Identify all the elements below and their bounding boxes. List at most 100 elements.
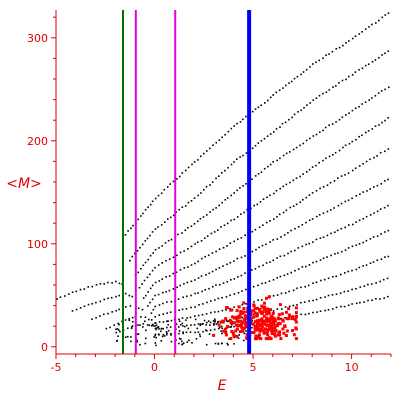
black-dot bbox=[179, 251, 182, 254]
red-point bbox=[273, 333, 277, 336]
black-dot bbox=[170, 238, 173, 241]
red-point bbox=[265, 331, 269, 335]
black-dot bbox=[214, 318, 216, 321]
black-dot bbox=[354, 107, 357, 110]
black-dot bbox=[184, 229, 187, 231]
red-point bbox=[267, 317, 271, 321]
black-dot bbox=[157, 194, 160, 197]
black-dot bbox=[236, 122, 238, 125]
black-dot bbox=[128, 319, 131, 322]
black-dot bbox=[337, 252, 339, 254]
red-point bbox=[294, 337, 298, 341]
black-dot bbox=[204, 329, 207, 331]
black-dot bbox=[194, 292, 196, 295]
black-dot bbox=[142, 297, 145, 299]
black-dot bbox=[347, 247, 350, 249]
black-dot bbox=[309, 66, 311, 68]
black-dot bbox=[212, 144, 214, 146]
black-dot bbox=[226, 320, 228, 323]
black-dot bbox=[221, 136, 223, 139]
black-dot bbox=[260, 299, 263, 301]
black-dot bbox=[244, 255, 246, 257]
black-dot bbox=[220, 342, 223, 345]
black-dot bbox=[209, 147, 211, 150]
black-dot bbox=[276, 277, 278, 279]
black-dot bbox=[292, 289, 295, 292]
black-dot bbox=[338, 82, 340, 84]
black-dot bbox=[210, 300, 212, 302]
black-dot bbox=[326, 184, 329, 186]
black-dot bbox=[242, 154, 244, 157]
black-dot bbox=[172, 180, 175, 183]
black-dot bbox=[186, 324, 188, 327]
red-point bbox=[225, 306, 229, 309]
vertical-lines bbox=[122, 10, 252, 354]
black-dot bbox=[312, 311, 314, 314]
black-dot bbox=[376, 184, 379, 187]
red-point bbox=[268, 325, 272, 329]
black-dot bbox=[272, 310, 275, 312]
black-dot bbox=[358, 33, 361, 35]
black-dot bbox=[295, 203, 298, 206]
black-dot bbox=[258, 246, 260, 249]
black-dot bbox=[220, 325, 223, 328]
black-dot bbox=[146, 237, 149, 240]
black-dot bbox=[309, 102, 311, 104]
black-dot bbox=[272, 295, 275, 297]
black-dot bbox=[224, 133, 226, 136]
black-dot bbox=[161, 335, 164, 338]
black-dot bbox=[176, 286, 178, 289]
black-dot bbox=[273, 192, 275, 195]
black-dot bbox=[203, 319, 206, 322]
black-dot bbox=[168, 258, 171, 260]
black-dot bbox=[241, 316, 244, 319]
red-point bbox=[281, 318, 285, 322]
black-dot bbox=[365, 215, 368, 218]
black-dot bbox=[344, 200, 347, 203]
black-dot bbox=[219, 326, 221, 329]
black-dot bbox=[292, 315, 295, 318]
black-dot bbox=[205, 313, 208, 315]
black-dot bbox=[166, 326, 168, 329]
black-dot bbox=[158, 321, 161, 323]
black-dot bbox=[236, 158, 238, 160]
black-dot bbox=[186, 341, 189, 343]
black-dot bbox=[318, 214, 321, 216]
black-dot bbox=[187, 201, 190, 204]
black-dot bbox=[218, 139, 221, 141]
black-dot bbox=[279, 157, 281, 160]
black-dot bbox=[131, 325, 134, 327]
red-point bbox=[224, 331, 228, 334]
black-dot bbox=[281, 308, 283, 310]
red-point bbox=[273, 326, 277, 330]
black-dot bbox=[294, 269, 296, 272]
red-point bbox=[293, 318, 297, 321]
black-dot bbox=[379, 151, 382, 154]
black-dot bbox=[369, 262, 372, 264]
black-dot bbox=[371, 23, 373, 26]
black-dot bbox=[351, 109, 354, 112]
y-tick-label: 0 bbox=[41, 341, 48, 354]
black-dot bbox=[344, 226, 346, 229]
black-dot bbox=[139, 343, 141, 346]
black-dot bbox=[206, 321, 208, 324]
black-dot bbox=[79, 307, 82, 309]
black-dot bbox=[178, 208, 180, 211]
black-dot bbox=[330, 232, 332, 235]
black-dot bbox=[103, 313, 105, 316]
black-dot bbox=[384, 14, 387, 16]
black-dot bbox=[301, 224, 304, 226]
black-dot bbox=[288, 290, 290, 293]
black-dot bbox=[338, 149, 341, 152]
red-point bbox=[241, 327, 245, 331]
black-dot bbox=[141, 283, 143, 285]
black-dot bbox=[312, 282, 314, 284]
black-dot bbox=[245, 330, 247, 332]
black-dot bbox=[279, 255, 282, 258]
black-dot bbox=[358, 135, 360, 138]
black-dot bbox=[222, 265, 224, 267]
black-dot bbox=[151, 200, 154, 203]
black-dot bbox=[183, 250, 185, 252]
black-dot bbox=[160, 340, 163, 342]
